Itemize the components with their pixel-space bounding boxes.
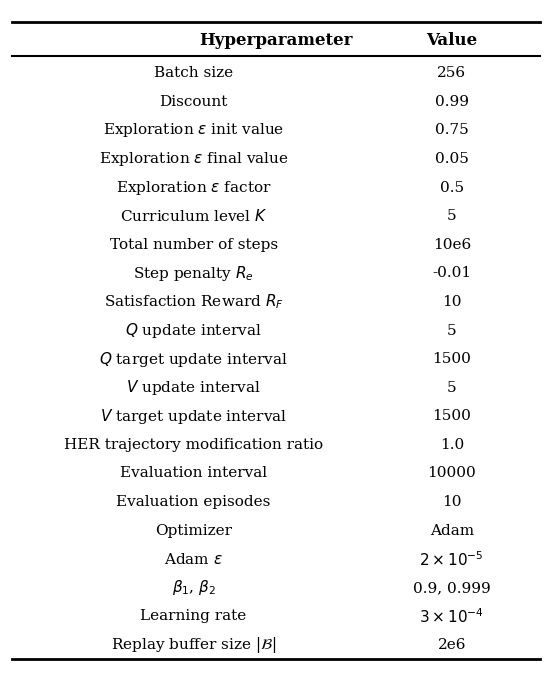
Text: $\beta_1$, $\beta_2$: $\beta_1$, $\beta_2$ [172, 579, 216, 597]
Text: $V$ update interval: $V$ update interval [126, 378, 261, 397]
Text: Hyperparameter: Hyperparameter [199, 32, 353, 49]
Text: Batch size: Batch size [154, 66, 233, 80]
Text: 0.99: 0.99 [435, 95, 469, 109]
Text: $Q$ target update interval: $Q$ target update interval [99, 350, 288, 369]
Text: 5: 5 [447, 209, 457, 223]
Text: Evaluation episodes: Evaluation episodes [116, 495, 271, 509]
Text: Optimizer: Optimizer [155, 524, 232, 538]
Text: 0.05: 0.05 [435, 152, 469, 166]
Text: 256: 256 [437, 66, 466, 80]
Text: 10: 10 [442, 295, 461, 309]
Text: $V$ target update interval: $V$ target update interval [100, 407, 287, 426]
Text: Discount: Discount [160, 95, 228, 109]
Text: -0.01: -0.01 [432, 267, 471, 280]
Text: 2e6: 2e6 [438, 638, 466, 652]
Text: 1.0: 1.0 [439, 438, 464, 452]
Text: 0.9, 0.999: 0.9, 0.999 [413, 581, 491, 595]
Text: 1500: 1500 [432, 352, 471, 366]
Text: Value: Value [426, 32, 477, 49]
Text: Satisfaction Reward $R_F$: Satisfaction Reward $R_F$ [104, 292, 284, 311]
Text: Adam: Adam [429, 524, 474, 538]
Text: 5: 5 [447, 324, 457, 337]
Text: 1500: 1500 [432, 409, 471, 424]
Text: $3 \times 10^{-4}$: $3 \times 10^{-4}$ [419, 607, 484, 626]
Text: Learning rate: Learning rate [141, 609, 247, 624]
Text: Exploration $\epsilon$ final value: Exploration $\epsilon$ final value [99, 150, 289, 168]
Text: HER trajectory modification ratio: HER trajectory modification ratio [64, 438, 323, 452]
Text: Adam $\epsilon$: Adam $\epsilon$ [164, 551, 223, 566]
Text: Step penalty $R_e$: Step penalty $R_e$ [133, 264, 254, 283]
Text: 10000: 10000 [427, 466, 476, 481]
Text: 0.5: 0.5 [440, 181, 464, 194]
Text: 10: 10 [442, 495, 461, 509]
Text: 5: 5 [447, 381, 457, 394]
Text: 10e6: 10e6 [433, 238, 471, 252]
Text: Exploration $\epsilon$ factor: Exploration $\epsilon$ factor [116, 179, 272, 197]
Text: Total number of steps: Total number of steps [109, 238, 278, 252]
Text: Exploration $\epsilon$ init value: Exploration $\epsilon$ init value [103, 121, 284, 139]
Text: 0.75: 0.75 [435, 123, 469, 137]
Text: Evaluation interval: Evaluation interval [120, 466, 267, 481]
Text: Curriculum level $K$: Curriculum level $K$ [120, 208, 267, 224]
Text: Replay buffer size $|\mathcal{B}|$: Replay buffer size $|\mathcal{B}|$ [111, 635, 277, 655]
Text: $Q$ update interval: $Q$ update interval [125, 321, 262, 340]
Text: $2 \times 10^{-5}$: $2 \times 10^{-5}$ [420, 550, 484, 568]
